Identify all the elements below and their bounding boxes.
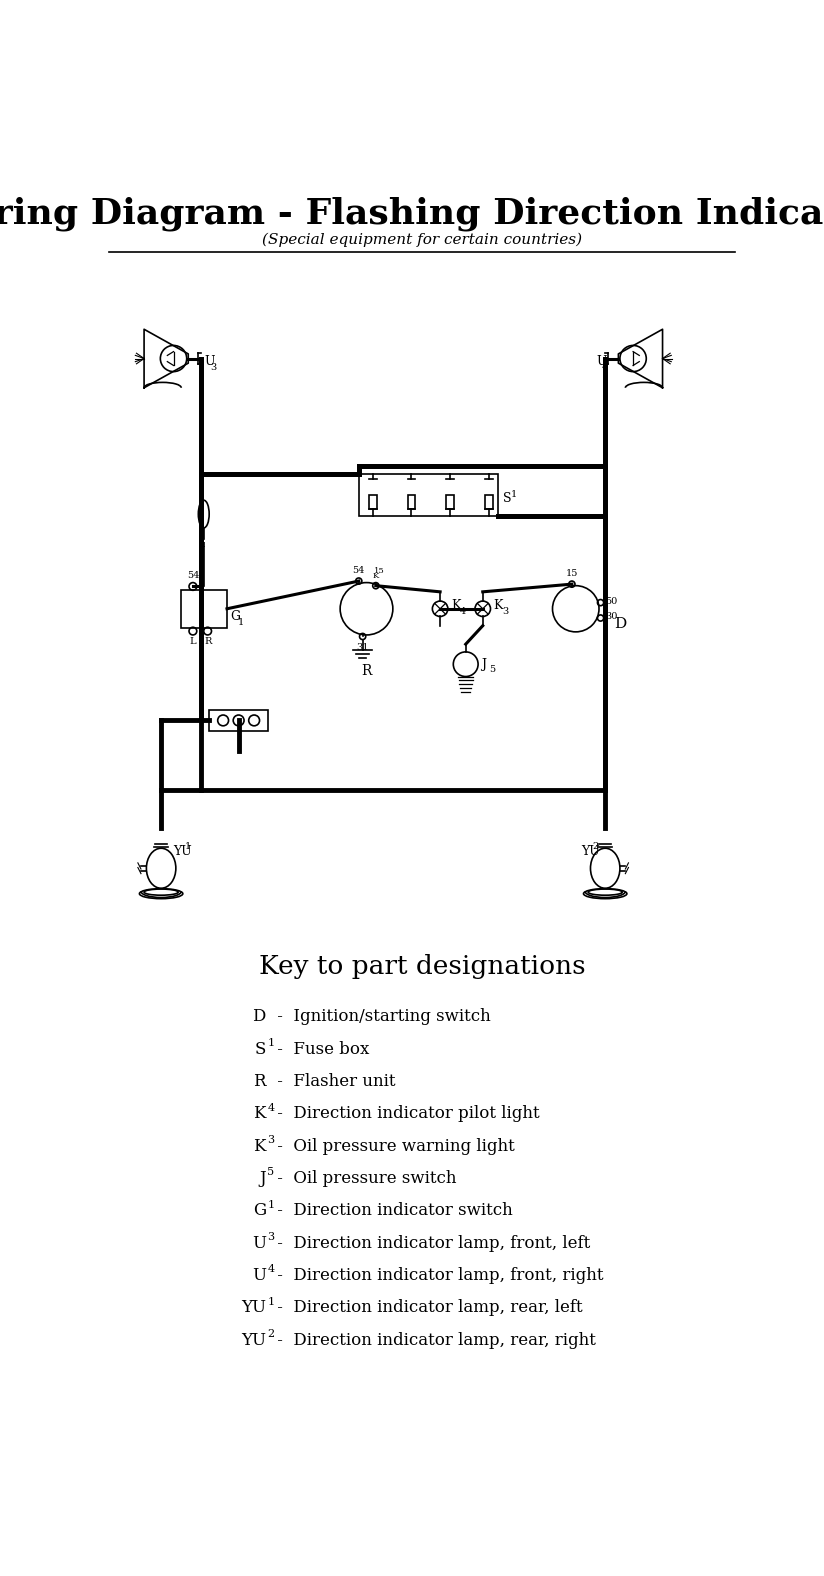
Text: 1: 1 <box>238 618 244 627</box>
Text: 4: 4 <box>267 1103 274 1113</box>
Text: D: D <box>252 1009 266 1026</box>
Text: -  Direction indicator lamp, front, left: - Direction indicator lamp, front, left <box>272 1234 590 1251</box>
Text: 1: 1 <box>267 1039 274 1048</box>
Text: -  Oil pressure switch: - Oil pressure switch <box>272 1169 456 1187</box>
Text: YU: YU <box>581 845 600 857</box>
Text: 5: 5 <box>489 665 495 675</box>
Bar <box>209 709 268 731</box>
Text: YU: YU <box>241 1300 266 1316</box>
Text: L: L <box>190 637 196 646</box>
Text: Wiring Diagram - Flashing Direction Indicators: Wiring Diagram - Flashing Direction Indi… <box>0 197 824 232</box>
Text: -  Direction indicator switch: - Direction indicator switch <box>272 1202 513 1220</box>
Text: Key to part designations: Key to part designations <box>259 955 586 979</box>
Text: U: U <box>597 355 606 369</box>
Text: R: R <box>204 637 211 646</box>
Text: YU: YU <box>241 1332 266 1349</box>
Text: 4: 4 <box>460 607 466 616</box>
Text: U: U <box>204 355 215 369</box>
Text: D: D <box>615 618 627 630</box>
Bar <box>180 589 227 627</box>
Text: S: S <box>255 1040 266 1057</box>
Text: G: G <box>230 610 240 623</box>
Bar <box>369 495 377 509</box>
Text: -  Direction indicator lamp, front, right: - Direction indicator lamp, front, right <box>272 1267 603 1284</box>
Text: G: G <box>253 1202 266 1220</box>
Text: J: J <box>481 657 486 671</box>
Text: 1: 1 <box>185 842 191 851</box>
Bar <box>447 495 454 509</box>
Text: (Special equipment for certain countries): (Special equipment for certain countries… <box>262 233 583 247</box>
Text: K: K <box>451 599 461 611</box>
Text: 3: 3 <box>267 1135 274 1146</box>
Text: YU: YU <box>174 845 192 857</box>
Text: K: K <box>253 1105 266 1122</box>
Text: 31: 31 <box>356 643 369 651</box>
Text: 1: 1 <box>267 1199 274 1210</box>
Text: 2: 2 <box>592 842 599 851</box>
Bar <box>485 495 493 509</box>
Bar <box>408 495 415 509</box>
Text: 2: 2 <box>267 1329 274 1340</box>
Text: U: U <box>252 1267 266 1284</box>
Text: 1: 1 <box>511 490 517 500</box>
Text: 15: 15 <box>566 569 578 578</box>
Text: 54: 54 <box>353 566 365 575</box>
Text: K: K <box>494 599 503 611</box>
Text: 3: 3 <box>210 362 217 372</box>
Text: K: K <box>372 572 379 580</box>
Text: 50: 50 <box>605 597 617 605</box>
Text: -  Fuse box: - Fuse box <box>272 1040 369 1057</box>
Text: 4: 4 <box>267 1264 274 1275</box>
Text: 30: 30 <box>605 611 617 621</box>
Text: K: K <box>253 1138 266 1155</box>
Text: 3: 3 <box>502 607 508 616</box>
Text: R: R <box>361 663 372 678</box>
Text: 3: 3 <box>267 1232 274 1242</box>
Text: 1: 1 <box>267 1297 274 1307</box>
Text: 15: 15 <box>374 567 385 575</box>
Text: -  Oil pressure warning light: - Oil pressure warning light <box>272 1138 515 1155</box>
Text: 5: 5 <box>267 1168 274 1177</box>
Text: -  Direction indicator lamp, rear, left: - Direction indicator lamp, rear, left <box>272 1300 583 1316</box>
Text: R: R <box>253 1073 266 1091</box>
Text: U: U <box>252 1234 266 1251</box>
Bar <box>358 474 499 517</box>
Text: -  Ignition/starting switch: - Ignition/starting switch <box>272 1009 491 1026</box>
Text: -  Flasher unit: - Flasher unit <box>272 1073 396 1091</box>
Text: J: J <box>259 1169 266 1187</box>
Text: 54: 54 <box>187 571 199 580</box>
Text: 4: 4 <box>602 362 608 372</box>
Text: -  Direction indicator lamp, rear, right: - Direction indicator lamp, rear, right <box>272 1332 596 1349</box>
Text: S: S <box>503 492 512 506</box>
Text: -  Direction indicator pilot light: - Direction indicator pilot light <box>272 1105 540 1122</box>
